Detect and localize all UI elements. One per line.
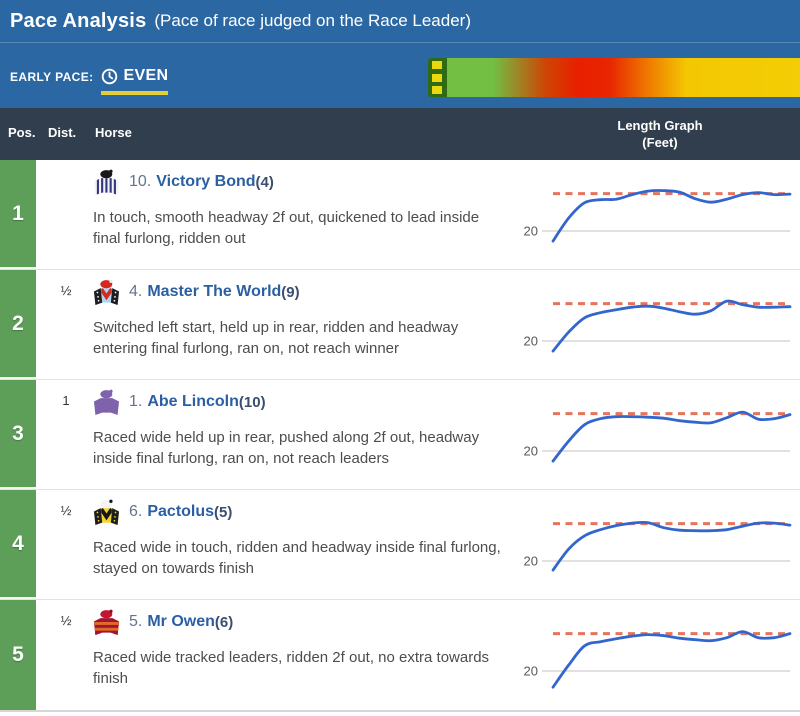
position-badge: 3	[0, 380, 36, 489]
horse-draw: (9)	[281, 283, 300, 301]
jockey-silk-icon	[93, 389, 120, 416]
race-comment: Raced wide tracked leaders, ridden 2f ou…	[93, 649, 490, 688]
length-graph: 20	[498, 270, 798, 380]
column-header-length-graph-line2: (Feet)	[642, 135, 678, 150]
y-axis-tick-label: 20	[524, 664, 538, 679]
early-pace-value: EVEN	[123, 67, 169, 84]
horse-name-line: 1. Abe Lincoln (10)	[93, 388, 505, 416]
early-pace-group: EARLY PACE: EVEN	[10, 67, 169, 95]
horse-info: 1. Abe Lincoln (10) Raced wide held up i…	[93, 388, 505, 470]
rows: 1 10. Victory Bond (4) In touch, smooth …	[0, 160, 800, 710]
y-axis-tick-label: 20	[524, 334, 538, 349]
horse-number: 4.	[129, 283, 143, 300]
column-header-length-graph-line1: Length Graph	[617, 118, 703, 133]
horse-row: 1 10. Victory Bond (4) In touch, smooth …	[0, 160, 800, 270]
horse-info: 5. Mr Owen (6) Raced wide tracked leader…	[93, 608, 505, 690]
race-comment: Raced wide held up in rear, pushed along…	[93, 429, 480, 468]
position-badge: 1	[0, 160, 36, 269]
bottom-divider	[0, 710, 800, 716]
horse-row: 2 ½ 4. Master The World (9) Switched lef…	[0, 270, 800, 380]
horse-name-link[interactable]: Mr Owen	[147, 613, 215, 630]
race-comment: Switched left start, held up in rear, ri…	[93, 319, 459, 358]
jockey-silk-icon	[93, 279, 120, 306]
distance-value: ½	[60, 613, 72, 628]
stride-length-line	[551, 630, 792, 689]
length-graph-svg: 20	[524, 410, 792, 463]
page-title: Pace Analysis	[10, 9, 147, 32]
early-pace-value-group: EVEN	[100, 67, 169, 95]
horse-name-line: 5. Mr Owen (6)	[93, 608, 505, 636]
horse-info: 4. Master The World (9) Switched left st…	[93, 278, 505, 360]
pace-marker-square	[431, 60, 443, 70]
column-header-dist: Dist.	[48, 125, 77, 140]
distance-value: ½	[60, 283, 72, 298]
jockey-silk-icon	[93, 499, 120, 526]
race-comment: In touch, smooth headway 2f out, quicken…	[93, 209, 480, 248]
y-axis-tick-label: 20	[524, 444, 538, 459]
silk-svg	[93, 279, 120, 305]
length-graph-svg: 20	[524, 189, 792, 243]
length-graph-svg: 20	[524, 520, 792, 572]
early-pace-label: EARLY PACE:	[10, 70, 94, 84]
horse-number: 10.	[129, 173, 152, 190]
horse-draw: (10)	[238, 393, 266, 411]
stride-length-line	[551, 410, 792, 463]
page-subtitle: (Pace of race judged on the Race Leader)	[154, 11, 471, 30]
page-header: Pace Analysis (Pace of race judged on th…	[0, 0, 800, 43]
horse-draw: (4)	[255, 173, 274, 191]
horse-name-link[interactable]: Pactolus	[147, 503, 215, 520]
position-badge: 5	[0, 600, 36, 710]
length-graph: 20	[498, 380, 798, 490]
column-header-horse: Horse	[95, 125, 132, 140]
position-badge: 2	[0, 270, 36, 379]
y-axis-tick-label: 20	[524, 224, 538, 239]
distance-value: 1	[62, 393, 70, 408]
pace-marker-square	[431, 72, 443, 83]
horse-name-line: 10. Victory Bond (4)	[93, 168, 505, 196]
jockey-silk-icon	[93, 609, 120, 636]
clock-icon	[101, 68, 117, 84]
horse-row: 4 ½ 6. Pactolus (5) Raced wide in touch,…	[0, 490, 800, 600]
pace-gradient-bar	[428, 58, 800, 97]
horse-draw: (5)	[214, 503, 233, 521]
column-header-pos: Pos.	[8, 125, 36, 140]
table-header: Pos. Dist. Horse Length Graph (Feet)	[0, 108, 800, 160]
stride-length-line	[551, 299, 792, 353]
length-graph-svg: 20	[524, 630, 792, 689]
stride-length-line	[551, 189, 792, 243]
race-comment: Raced wide in touch, ridden and headway …	[93, 539, 501, 578]
position-badge: 4	[0, 490, 36, 599]
pace-gradient	[447, 58, 800, 97]
length-graph-svg: 20	[524, 299, 792, 353]
stride-length-line	[551, 520, 792, 572]
early-pace-bar: EARLY PACE: EVEN	[0, 43, 800, 108]
horse-draw: (6)	[214, 613, 234, 631]
horse-number: 5.	[129, 613, 143, 630]
horse-name-link[interactable]: Victory Bond	[156, 173, 256, 190]
silk-svg	[93, 389, 120, 415]
y-axis-tick-label: 20	[524, 554, 538, 569]
silk-svg	[93, 609, 120, 635]
column-header-length-graph: Length Graph (Feet)	[510, 117, 800, 151]
length-graph: 20	[498, 600, 798, 710]
horse-number: 6.	[129, 503, 143, 520]
horse-row: 5 ½ 5. Mr Owen (6) Raced wide tracked le…	[0, 600, 800, 710]
silk-svg	[93, 499, 120, 525]
horse-name-link[interactable]: Abe Lincoln	[147, 393, 239, 410]
horse-number: 1.	[129, 393, 143, 410]
jockey-silk-icon	[93, 169, 120, 196]
distance-value: ½	[60, 503, 72, 518]
horse-info: 10. Victory Bond (4) In touch, smooth he…	[93, 168, 505, 250]
horse-info: 6. Pactolus (5) Raced wide in touch, rid…	[93, 498, 505, 580]
horse-row: 3 1 1. Abe Lincoln (10) Raced wide held …	[0, 380, 800, 490]
pace-marker	[428, 58, 447, 97]
length-graph: 20	[498, 160, 798, 270]
silk-svg	[93, 169, 120, 195]
horse-name-line: 6. Pactolus (5)	[93, 498, 505, 526]
length-graph: 20	[498, 490, 798, 600]
pace-marker-square	[431, 85, 443, 95]
horse-name-line: 4. Master The World (9)	[93, 278, 505, 306]
horse-name-link[interactable]: Master The World	[147, 283, 282, 300]
